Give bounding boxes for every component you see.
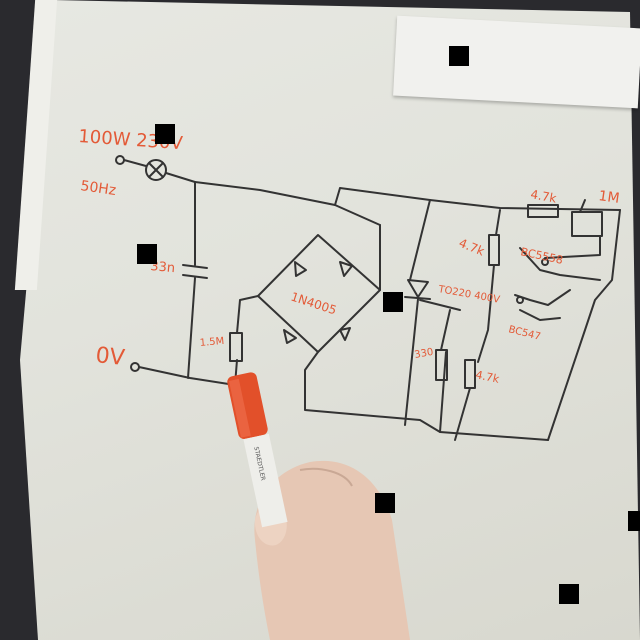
noise-square <box>628 511 640 531</box>
r-right-label: 4.7k <box>474 368 501 386</box>
resistor-r-top-right <box>571 211 603 237</box>
resistor-r-right <box>464 359 476 389</box>
frequency-label: 50Hz <box>79 178 117 199</box>
transistor-2-label: BC547 <box>507 324 541 343</box>
noise-square <box>383 292 403 312</box>
resistor-r-top <box>527 204 559 218</box>
zero-volt-label: 0V <box>94 343 126 371</box>
r-top-right-label: 1M <box>597 188 620 207</box>
noise-square <box>559 584 579 604</box>
noise-square <box>137 244 157 264</box>
resistor-r-mid <box>488 234 500 266</box>
bridge-rectifier <box>257 234 381 353</box>
resistor-main-label: 1.5M <box>199 336 224 349</box>
resistor-main <box>229 332 243 362</box>
r-mid-label: 4.7k <box>457 236 486 259</box>
marker: STAEDTLER <box>227 372 288 528</box>
r-top-label: 4.7k <box>529 187 557 205</box>
r-small-label: 330 <box>414 347 435 361</box>
lamp-symbol <box>145 159 167 181</box>
bridge-label: 1N4005 <box>289 290 338 318</box>
noise-square <box>375 493 395 513</box>
noise-square <box>155 124 175 144</box>
noise-square <box>449 46 469 66</box>
